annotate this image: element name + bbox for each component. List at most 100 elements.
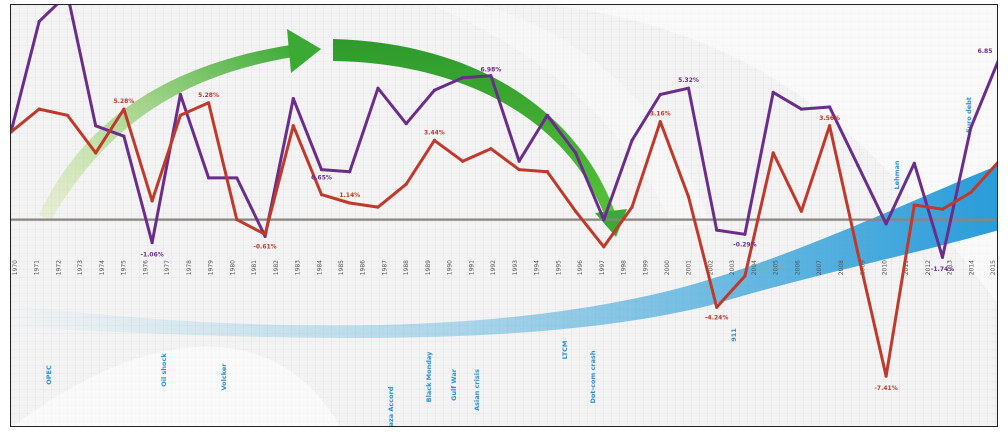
x-tick-label: 2001 (686, 260, 693, 275)
series-2-point (686, 195, 691, 199)
event-label: Black Monday (425, 351, 433, 402)
x-tick-label: 1987 (381, 260, 388, 275)
x-tick-label: 1976 (142, 260, 149, 275)
x-tick-label: 2012 (925, 260, 932, 275)
x-tick-label: 2007 (816, 260, 823, 275)
data-label: 3.44% (424, 129, 445, 136)
data-label: -0.61% (253, 243, 276, 250)
x-tick-label: 1979 (208, 260, 215, 275)
series-2-point (940, 207, 945, 211)
series-2-point (602, 245, 606, 249)
series-2-point (884, 374, 888, 378)
data-label: 6.98% (480, 67, 501, 74)
series-1-point (856, 163, 860, 167)
series-1-point (884, 222, 888, 226)
data-label: 3.16% (650, 111, 671, 118)
x-tick-label: 1971 (34, 260, 41, 275)
data-label: 5.28% (198, 92, 219, 99)
x-tick-label: 1972 (55, 260, 62, 275)
x-tick-label: 2011 (903, 260, 910, 275)
event-label: Volcker (220, 363, 228, 391)
series-2-point (658, 119, 662, 124)
x-tick-label: 1994 (534, 260, 541, 275)
data-label: 3.56% (819, 115, 840, 122)
x-tick-label: 1997 (599, 260, 606, 275)
series-2-point (856, 251, 860, 255)
x-tick-label: 2009 (860, 260, 867, 275)
x-tick-label: 2015 (990, 260, 997, 275)
event-label: Lehman (893, 160, 901, 189)
series-1-point (207, 176, 211, 180)
x-tick-label: 1988 (403, 260, 410, 275)
data-label: 5.32% (678, 77, 699, 84)
x-tick-label: 1980 (229, 260, 236, 275)
event-label: OPEC (45, 365, 53, 385)
x-tick-label: 1975 (121, 260, 128, 275)
x-tick-label: 1973 (77, 260, 84, 275)
x-tick-label: 2003 (729, 260, 736, 275)
series-2-point (573, 209, 578, 213)
x-tick-label: 1990 (447, 260, 454, 275)
series-1-point (912, 161, 916, 165)
series-1-point (743, 232, 747, 236)
series-2-point (828, 124, 832, 128)
series-1-point (319, 167, 324, 172)
event-label: Gulf War (450, 368, 458, 401)
x-tick-label: 1995 (555, 260, 562, 275)
event-label: Euro debt (965, 97, 973, 133)
series-1-point (828, 105, 832, 109)
series-1-point (630, 138, 634, 142)
series-1-point (376, 86, 380, 90)
series-layer (11, 5, 998, 378)
x-tick-label: 2013 (947, 260, 954, 275)
series-1-point (573, 151, 578, 155)
x-tick-label: 1996 (577, 260, 584, 275)
series-1-point (94, 124, 98, 128)
series-1-point (517, 159, 521, 163)
x-tick-label: 1986 (360, 260, 367, 275)
x-tick-label: 1991 (468, 260, 475, 275)
series-2-point (37, 107, 41, 111)
series-1-point (150, 241, 154, 245)
x-tick-label: 2006 (794, 260, 801, 275)
series-1-point (461, 76, 465, 80)
x-tick-label: 2014 (968, 260, 975, 275)
series-1-point (37, 19, 41, 24)
series-2-point (715, 305, 719, 309)
x-tick-label: 2004 (751, 260, 758, 275)
data-label: -0.29% (733, 241, 756, 248)
series-2-point (771, 151, 775, 155)
series-1-point (404, 122, 408, 126)
chart-frame: 1970 1971 1972 1973 1974 1975 1976 1977 1978 1979… (10, 4, 998, 427)
series-2-point (376, 205, 380, 209)
series-2-point (150, 199, 154, 203)
data-label: -4.24% (705, 314, 728, 321)
green-arrow-rising (39, 29, 321, 220)
series-1-point (489, 74, 493, 78)
series-2-point (65, 113, 70, 117)
data-labels: 5.28% 5.28% -1.06% -0.61% 0.65% 1.14% 3.44% 6.9… (114, 48, 993, 392)
series-2-point (432, 138, 437, 142)
x-tick-label: 2002 (707, 260, 714, 275)
trend-band (11, 165, 997, 338)
x-tick-label: 2000 (664, 260, 671, 275)
series-2-point (799, 209, 804, 213)
series-2-point (291, 124, 295, 128)
x-tick-label: 1970 (12, 260, 19, 275)
series-2-point (461, 159, 465, 163)
series-1-point (178, 92, 182, 97)
event-label: 911 (730, 328, 738, 342)
series-2-point (517, 167, 521, 172)
series-1-point (686, 86, 691, 90)
x-tick-label: 1977 (164, 260, 171, 275)
decor-swoosh-right (551, 5, 997, 303)
series-2-point (912, 203, 916, 207)
x-tick-label: 2008 (838, 260, 845, 275)
series-1-point (997, 57, 998, 60)
x-tick-label: 1983 (295, 260, 302, 275)
series-1-point (291, 97, 295, 101)
series-1-point (122, 134, 126, 138)
x-tick-label: 1998 (621, 260, 628, 275)
x-tick-label: 2010 (881, 260, 888, 275)
series-2-point (348, 201, 352, 205)
